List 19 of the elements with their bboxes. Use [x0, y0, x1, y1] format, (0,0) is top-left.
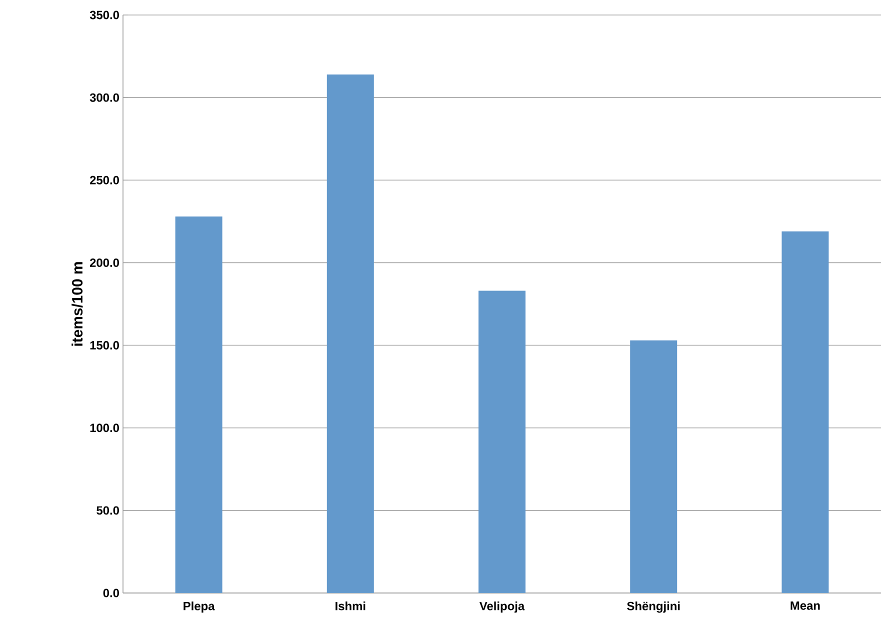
y-tick-label: 300.0 [90, 93, 119, 102]
y-axis-title: items/100 m [72, 262, 83, 346]
x-tick-label: Mean [790, 602, 820, 610]
y-tick-label: 200.0 [90, 258, 119, 267]
x-tick-label: Ishmi [336, 602, 366, 610]
x-tick-label: Shëngjini [627, 602, 680, 613]
bar [175, 216, 222, 593]
y-tick-label: 350.0 [90, 10, 119, 20]
bar [478, 290, 526, 593]
bar [630, 340, 678, 593]
bar [782, 231, 829, 593]
y-tick-label: 250.0 [90, 176, 119, 184]
bar [326, 74, 374, 593]
x-tick-label: Plepa [184, 602, 215, 613]
y-tick-label: 150.0 [90, 341, 119, 350]
y-tick-label: 0.0 [103, 588, 119, 598]
x-tick-label: Velipoja [479, 602, 525, 613]
y-tick-label: 100.0 [90, 424, 119, 432]
y-tick-label: 50.0 [96, 506, 119, 515]
